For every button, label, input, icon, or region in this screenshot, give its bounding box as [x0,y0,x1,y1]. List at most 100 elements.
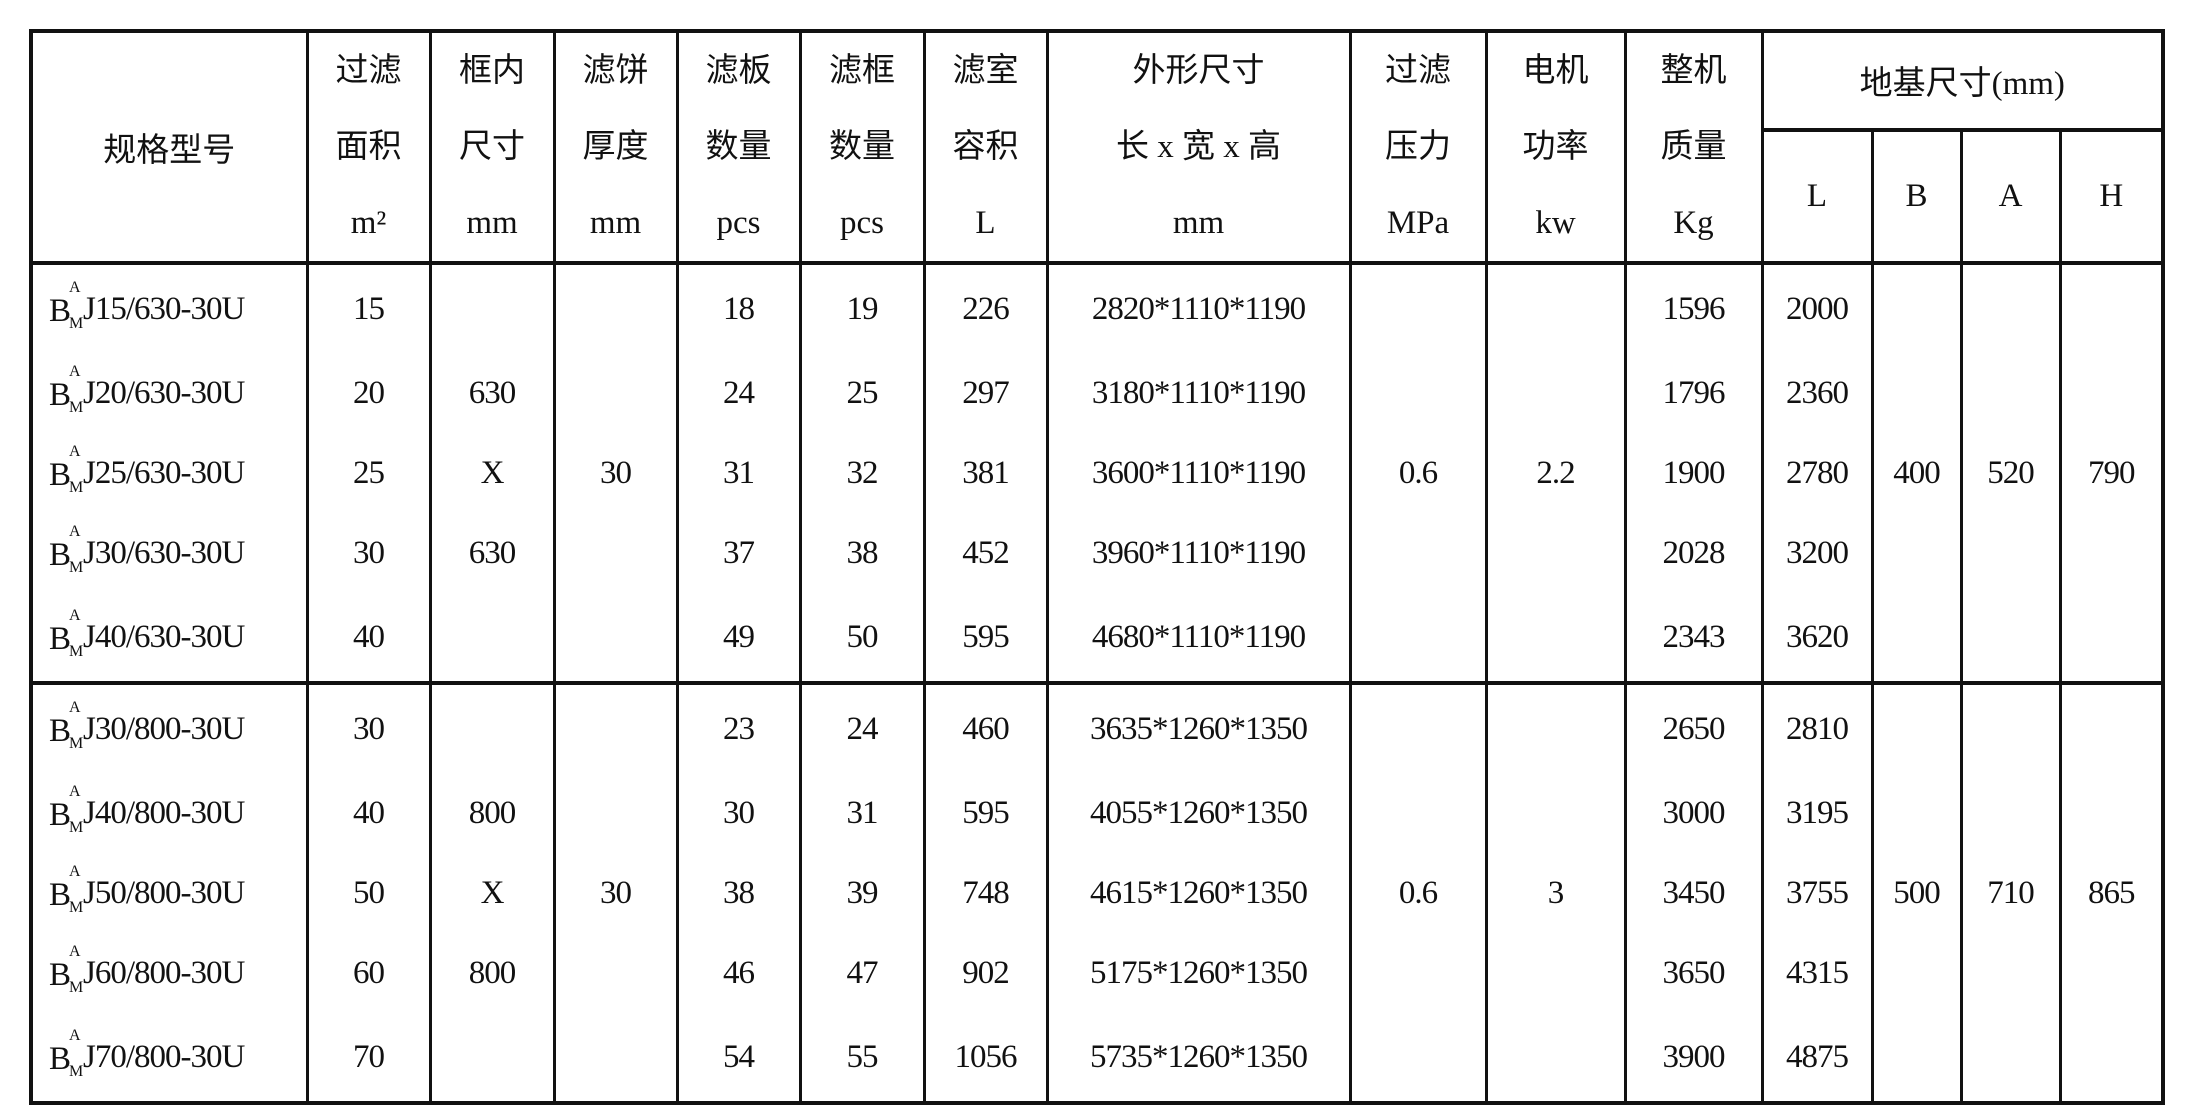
cell-a [1959,513,2062,593]
cell-h [2058,261,2165,353]
model-b: B [49,293,71,330]
cell-frames: 55 [798,1013,926,1103]
cell-weight: 3900 [1623,1013,1764,1103]
cell-area: 70 [305,1013,432,1103]
cell-volume: 902 [922,933,1049,1013]
cell-power [1484,933,1627,1013]
model-b: B [49,713,71,750]
cell-frame: X [428,853,556,933]
cell-plates: 49 [675,593,802,683]
cell-a [1959,261,2062,353]
cell-plates: 30 [675,773,802,853]
header-volume: 滤室 容积 L [922,29,1049,265]
header-cake: 滤饼 厚度 mm [552,29,679,265]
cell-a [1959,773,2062,853]
cell-plates: 46 [675,933,802,1013]
cell-weight: 3450 [1623,853,1764,933]
cell-power: 2.2 [1484,433,1627,513]
cell-dims: 3600*1110*1190 [1045,433,1352,513]
model-sub: M [69,1063,83,1081]
model-sup: A [69,443,81,461]
cell-weight: 3650 [1623,933,1764,1013]
cell-volume: 1056 [922,1013,1049,1103]
cell-power [1484,261,1627,353]
cell-b [1870,681,1963,773]
cell-power [1484,1013,1627,1103]
model-b: B [49,957,71,994]
cell-cake [552,261,679,353]
cell-volume: 381 [922,433,1049,513]
model-sup: A [69,1027,81,1045]
model-b: B [49,877,71,914]
cell-model: B A M J25/630-30U [29,433,309,513]
cell-b: 500 [1870,853,1963,933]
model-sup: A [69,279,81,297]
cell-l: 2780 [1760,433,1874,513]
cell-cake [552,593,679,683]
cell-a [1959,593,2062,683]
cell-dims: 3635*1260*1350 [1045,681,1352,773]
model-sup: A [69,607,81,625]
model-sub: M [69,559,83,577]
model-sub: M [69,899,83,917]
cell-volume: 297 [922,353,1049,433]
cell-l: 4875 [1760,1013,1874,1103]
cell-weight: 1796 [1623,353,1764,433]
model-b: B [49,797,71,834]
cell-volume: 748 [922,853,1049,933]
cell-frame [428,593,556,683]
header-pressure: 过滤 压力 MPa [1348,29,1488,265]
cell-model: B A M J50/800-30U [29,853,309,933]
header-frame-size: 框内 尺寸 mm [428,29,556,265]
cell-dims: 3180*1110*1190 [1045,353,1352,433]
cell-frame [428,681,556,773]
cell-frames: 24 [798,681,926,773]
cell-b [1870,513,1963,593]
cell-model: B A M J60/800-30U [29,933,309,1013]
cell-cake: 30 [552,853,679,933]
cell-cake: 30 [552,433,679,513]
cell-a [1959,681,2062,773]
table-header: 规格型号 过滤 面积 m² 框内 尺寸 mm 滤饼 厚度 mm 滤板 数量 pcs 滤框 数量 pc… [29,29,2165,266]
cell-frames: 19 [798,261,926,353]
cell-dims: 4615*1260*1350 [1045,853,1352,933]
cell-plates: 38 [675,853,802,933]
model-sup: A [69,783,81,801]
cell-weight: 1900 [1623,433,1764,513]
cell-power [1484,593,1627,683]
cell-volume: 460 [922,681,1049,773]
cell-h [2058,513,2165,593]
cell-pressure [1348,1013,1488,1103]
cell-cake [552,933,679,1013]
model-group: B A M J30/800-30U 30 23 24 460 3635*1260*1350 265… [29,681,2165,1103]
model-sup: A [69,943,81,961]
model-code: J30/800-30U [83,711,245,747]
model-code: J40/630-30U [83,619,245,655]
cell-pressure [1348,933,1488,1013]
cell-frame: X [428,433,556,513]
table-row: B A M J25/630-30U 25 X 30 31 32 381 3600*1110*1190… [29,433,2165,513]
cell-volume: 452 [922,513,1049,593]
model-code: J20/630-30U [83,375,245,411]
cell-l: 2000 [1760,261,1874,353]
cell-l: 3200 [1760,513,1874,593]
cell-b [1870,773,1963,853]
cell-plates: 23 [675,681,802,773]
table-row: B A M J40/800-30U 40 800 30 31 595 4055*1260*1350… [29,773,2165,853]
cell-b [1870,261,1963,353]
cell-h [2058,933,2165,1013]
cell-weight: 1596 [1623,261,1764,353]
model-b: B [49,537,71,574]
model-sup: A [69,863,81,881]
cell-pressure [1348,261,1488,353]
model-sub: M [69,979,83,997]
cell-volume: 226 [922,261,1049,353]
cell-weight: 2343 [1623,593,1764,683]
cell-frames: 32 [798,433,926,513]
cell-l: 3620 [1760,593,1874,683]
